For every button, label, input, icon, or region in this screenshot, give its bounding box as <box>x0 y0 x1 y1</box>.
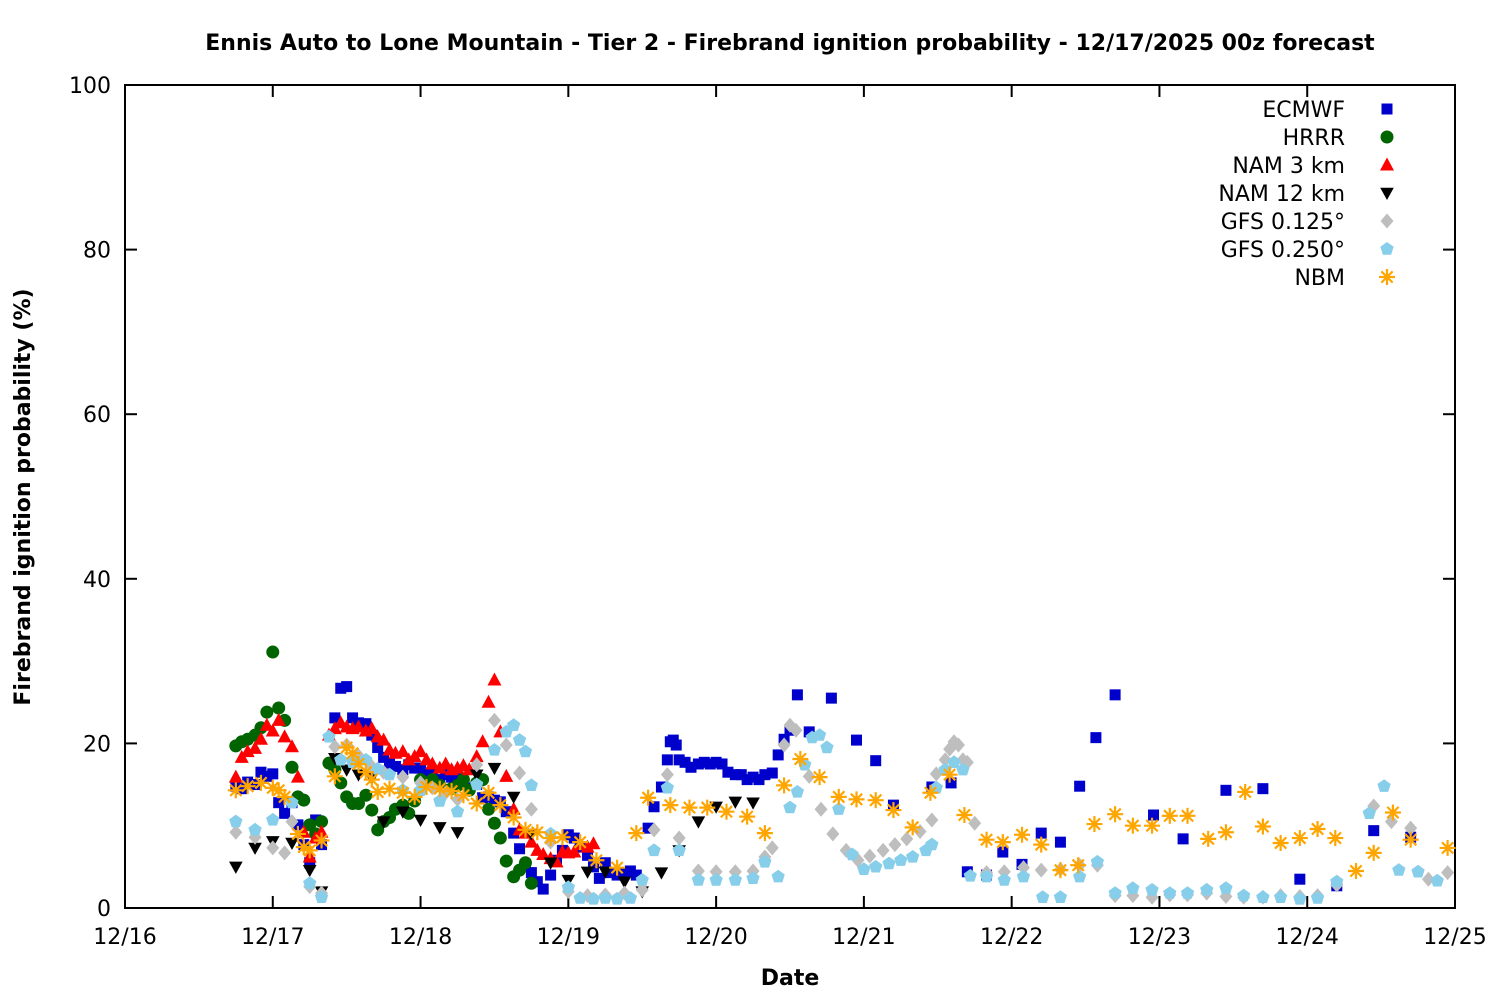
square-marker-icon <box>1381 103 1393 115</box>
y-tick-label: 40 <box>83 568 111 593</box>
x-tick-label: 12/24 <box>1276 925 1339 950</box>
x-tick-label: 12/16 <box>93 925 156 950</box>
axis-ticks <box>124 84 1456 909</box>
y-axis-label: Firebrand ignition probability (%) <box>11 288 36 705</box>
diamond-marker-icon <box>1380 213 1394 229</box>
asterisk-marker-icon <box>1379 269 1395 285</box>
x-tick-label: 12/19 <box>537 925 600 950</box>
x-tick-label: 12/25 <box>1423 925 1486 950</box>
legend-entry-hrrr: HRRR <box>1283 126 1394 151</box>
legend-entry-nam-3-km: NAM 3 km <box>1232 154 1394 179</box>
legend-label: NAM 12 km <box>1218 182 1345 207</box>
chart-title: Ennis Auto to Lone Mountain - Tier 2 - F… <box>205 31 1375 56</box>
y-tick-label: 80 <box>83 239 111 264</box>
tick-labels: 12/16 12/17 12/18 12/19 12/20 12/21 12/22 12/23… <box>69 74 1487 950</box>
y-tick-label: 20 <box>83 732 111 757</box>
triangle-up-marker-icon <box>1380 157 1394 171</box>
legend-label: NAM 3 km <box>1232 154 1345 179</box>
series-nam-3-km <box>228 672 601 868</box>
legend-label: GFS 0.125° <box>1221 210 1345 235</box>
pentagon-marker-icon <box>1380 242 1394 255</box>
y-tick-label: 100 <box>69 74 111 99</box>
series-hrrr <box>229 645 538 890</box>
legend-entry-ecmwf: ECMWF <box>1262 98 1393 123</box>
legend: ECMWF HRRR NAM 3 km NAM 12 km GFS 0.125° GFS … <box>1218 98 1395 291</box>
y-tick-label: 0 <box>97 897 111 922</box>
legend-entry-nam-12-km: NAM 12 km <box>1218 182 1394 207</box>
x-tick-label: 12/21 <box>832 925 895 950</box>
legend-label: HRRR <box>1283 126 1345 151</box>
plot-frame <box>124 84 1456 909</box>
legend-entry-gfs-0-250-: GFS 0.250° <box>1221 238 1394 263</box>
legend-label: NBM <box>1294 266 1345 291</box>
x-tick-label: 12/18 <box>389 925 452 950</box>
triangle-down-marker-icon <box>1380 187 1394 200</box>
x-axis-label: Date <box>761 966 820 991</box>
legend-label: ECMWF <box>1262 98 1345 123</box>
data-points <box>227 645 1456 905</box>
legend-entry-nbm: NBM <box>1294 266 1395 291</box>
series-nbm <box>227 739 1456 879</box>
x-tick-label: 12/22 <box>980 925 1043 950</box>
circle-marker-icon <box>1380 130 1394 144</box>
y-tick-label: 60 <box>83 403 111 428</box>
legend-entry-gfs-0-125-: GFS 0.125° <box>1221 210 1394 235</box>
x-tick-label: 12/17 <box>241 925 304 950</box>
x-tick-label: 12/23 <box>1128 925 1191 950</box>
legend-label: GFS 0.250° <box>1221 238 1345 263</box>
x-tick-label: 12/20 <box>684 925 747 950</box>
